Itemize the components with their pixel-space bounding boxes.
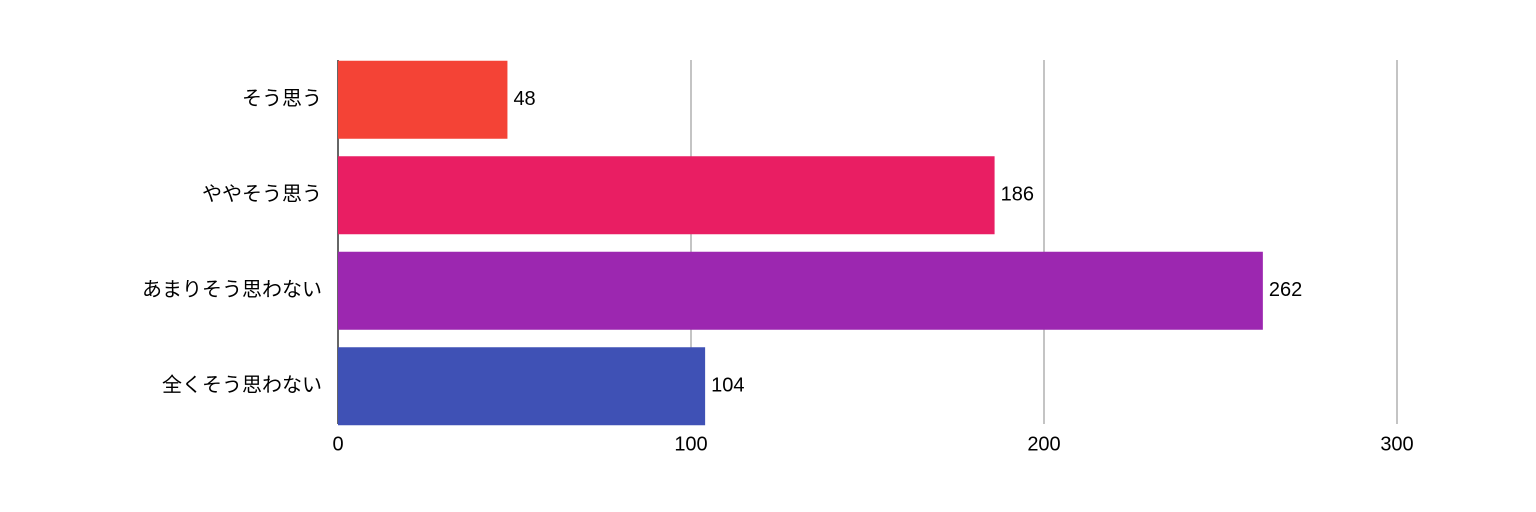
value-label: 262 xyxy=(1269,279,1302,301)
x-tick-label: 200 xyxy=(1027,433,1060,455)
value-label: 104 xyxy=(711,375,744,397)
bar xyxy=(338,156,995,235)
value-label: 186 xyxy=(1001,184,1034,206)
bar xyxy=(338,60,508,139)
y-tick-label: あまりそう思わない xyxy=(142,279,322,301)
bar xyxy=(338,251,1263,330)
x-tick-label: 300 xyxy=(1380,433,1413,455)
y-tick-label: ややそう思う xyxy=(202,184,322,206)
x-tick-label: 0 xyxy=(332,433,343,455)
y-tick-label: そう思う xyxy=(242,88,322,110)
x-tick-label: 100 xyxy=(674,433,707,455)
value-label: 48 xyxy=(513,88,535,110)
bar xyxy=(338,347,706,426)
y-tick-label: 全くそう思わない xyxy=(162,374,322,397)
